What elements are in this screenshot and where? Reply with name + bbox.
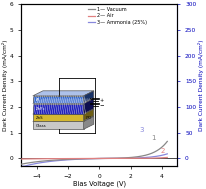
Text: 3: 3 <box>139 127 144 133</box>
X-axis label: Bias Voltage (V): Bias Voltage (V) <box>73 180 126 187</box>
Text: 1: 1 <box>152 136 156 142</box>
Y-axis label: Dark Current Density (mA/cm²): Dark Current Density (mA/cm²) <box>2 40 8 131</box>
Text: 2: 2 <box>160 148 165 154</box>
Y-axis label: Dark Current Density (mA/cm²): Dark Current Density (mA/cm²) <box>198 40 204 131</box>
Legend: 1— Vacuum, 2— Air, 3— Ammonia (25%): 1— Vacuum, 2— Air, 3— Ammonia (25%) <box>86 5 149 27</box>
